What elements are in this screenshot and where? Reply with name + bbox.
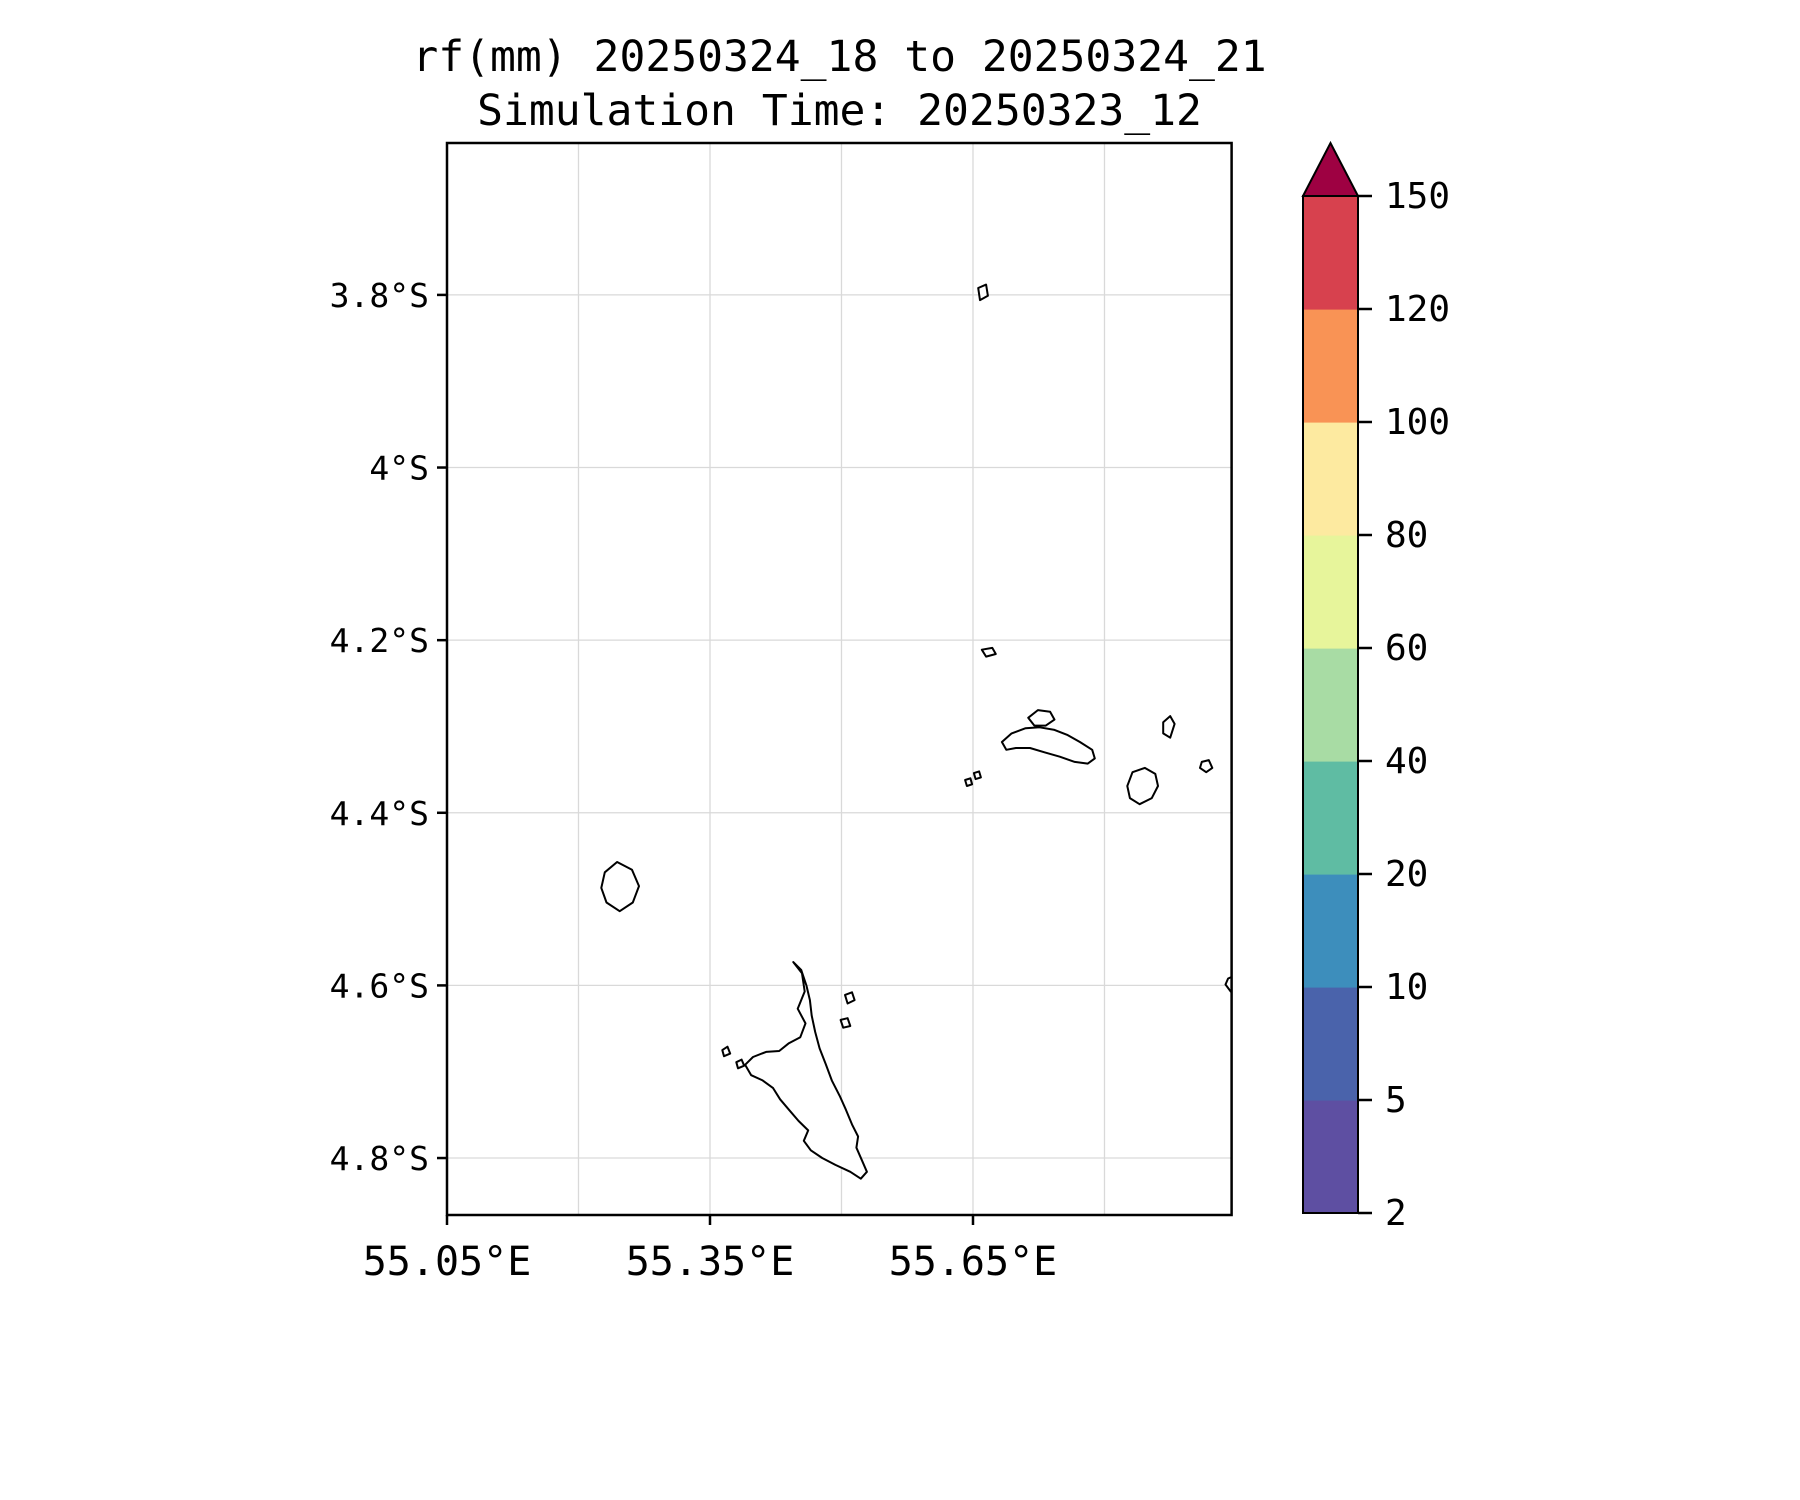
colorbar-tick-label: 2 [1385,1193,1407,1234]
y-tick-label: 4°S [369,449,429,488]
colorbar-segment [1303,648,1358,762]
colorbar-tick-label: 100 [1385,402,1450,443]
y-tick-label: 4.4°S [330,794,429,833]
colorbar-segment [1303,1100,1358,1214]
colorbar: 2 5 10 20 40 60 80 100 120 150 [1301,140,1450,1234]
island-aride [980,646,997,658]
colorbar-tick-label: 80 [1385,515,1428,556]
island-ste-anne [844,991,856,1005]
island-fregate [1224,975,1232,993]
x-tick-label: 55.65°E [889,1239,1058,1285]
colorbar-outline [1302,195,1359,1214]
figure-title: rf(mm) 20250324_18 to 20250324_21 [412,32,1267,82]
x-tick-label: 55.05°E [363,1239,532,1285]
island-cousin [972,770,982,781]
colorbar-tick-label: 10 [1385,967,1428,1008]
island-therese [721,1045,732,1058]
colorbar-segment [1303,987,1358,1101]
colorbar-segment [1303,422,1358,536]
colorbar-segment [1303,535,1358,649]
island-curieuse [1027,709,1056,727]
colorbar-tick-label: 40 [1385,741,1428,782]
colorbar-segment [1303,761,1358,875]
colorbar-over-arrow-icon [1301,140,1360,197]
colorbar-segment [1303,309,1358,423]
coastlines-layer [600,283,1232,1180]
island-praslin [1000,726,1096,765]
island-denis [977,283,989,302]
island-la-digue [1126,766,1159,806]
colorbar-tick-label: 20 [1385,854,1428,895]
colorbar-tick-label: 120 [1385,289,1450,330]
island-marianne [1199,759,1214,774]
figure-subtitle: Simulation Time: 20250323_12 [477,86,1202,136]
x-tick-label: 55.35°E [626,1239,795,1285]
island-silhouette [600,861,640,913]
island-cousine [964,777,974,787]
y-tick-label: 4.2°S [330,621,429,660]
y-tick-label: 4.6°S [330,966,429,1005]
colorbar-tick-label: 5 [1385,1080,1407,1121]
island-conception [735,1058,746,1070]
island-mahe [744,961,868,1180]
y-tick-label: 3.8°S [330,276,429,315]
colorbar-segment [1303,196,1358,310]
colorbar-tick-label: 60 [1385,628,1428,669]
colorbar-segment [1303,874,1358,988]
island-felicite [1162,715,1176,739]
colorbar-tick-label: 150 [1385,176,1450,217]
y-tick-label: 4.8°S [330,1139,429,1178]
island-cerf [839,1017,852,1029]
map-frame [445,141,1233,1217]
